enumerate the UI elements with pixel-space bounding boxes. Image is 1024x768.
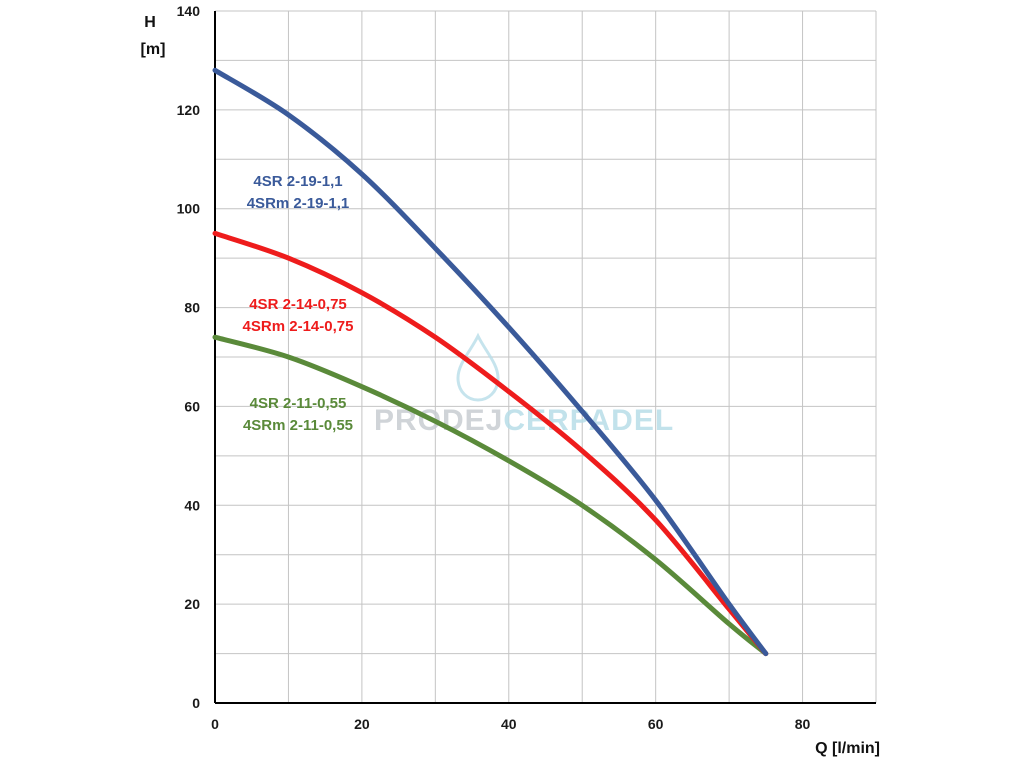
series-labels: 4SR 2-19-1,1 4SRm 2-19-1,1 4SR 2-14-0,75… — [243, 173, 354, 434]
watermark-text: PRODEJCERPADEL — [374, 404, 674, 437]
y-tick-label: 100 — [177, 201, 201, 217]
series-label-4srm-2-11: 4SRm 2-11-0,55 — [243, 417, 353, 434]
series-line-4sr-2-14 — [212, 230, 769, 657]
y-axis-title-line1: H — [144, 14, 156, 31]
y-tick-label: 80 — [184, 300, 200, 316]
axes — [214, 11, 876, 704]
x-tick-label: 20 — [354, 716, 370, 732]
grid — [214, 10, 877, 704]
y-axis-title-line2: [m] — [141, 41, 166, 58]
x-tick-label: 0 — [211, 716, 219, 732]
y-tick-label: 60 — [184, 398, 200, 414]
series — [212, 67, 769, 657]
series-label-4sr-2-19: 4SR 2-19-1,1 — [253, 173, 342, 190]
series-line-4sr-2-11 — [212, 334, 769, 657]
y-tick-label: 40 — [184, 497, 200, 513]
y-tick-label: 0 — [192, 695, 200, 711]
y-tick-label: 120 — [177, 102, 201, 118]
series-label-4srm-2-14: 4SRm 2-14-0,75 — [243, 318, 354, 335]
x-tick-label: 60 — [648, 716, 664, 732]
x-tick-label: 40 — [501, 716, 517, 732]
series-line-4sr-2-19 — [212, 67, 769, 657]
y-tick-label: 20 — [184, 596, 200, 612]
series-label-4sr-2-11: 4SR 2-11-0,55 — [250, 395, 347, 412]
x-axis-title: Q [l/min] — [815, 740, 880, 757]
series-label-4sr-2-14: 4SR 2-14-0,75 — [249, 296, 347, 313]
series-label-4srm-2-19: 4SRm 2-19-1,1 — [247, 195, 350, 212]
x-tick-label: 80 — [795, 716, 811, 732]
tick-labels: 0 20 40 60 80 100 120 140 0 20 40 60 80 — [177, 3, 811, 732]
y-tick-label: 140 — [177, 3, 201, 19]
watermark-drop-icon — [456, 332, 500, 402]
